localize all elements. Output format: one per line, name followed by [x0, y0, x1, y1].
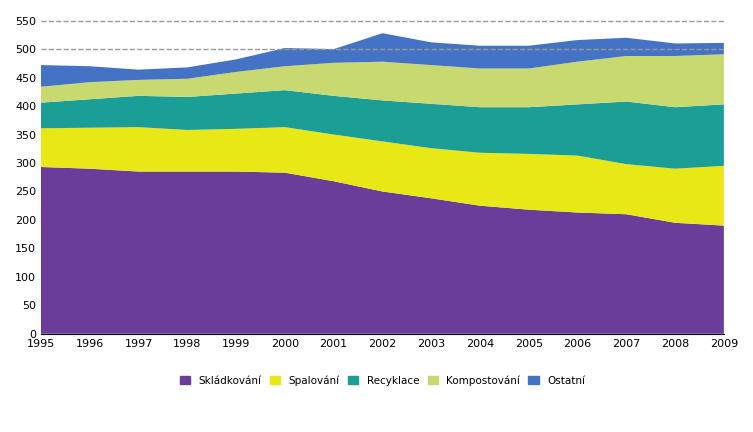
Legend: Skládkování, Spalování, Recyklace, Kompostování, Ostatní: Skládkování, Spalování, Recyklace, Kompo… [175, 371, 590, 390]
